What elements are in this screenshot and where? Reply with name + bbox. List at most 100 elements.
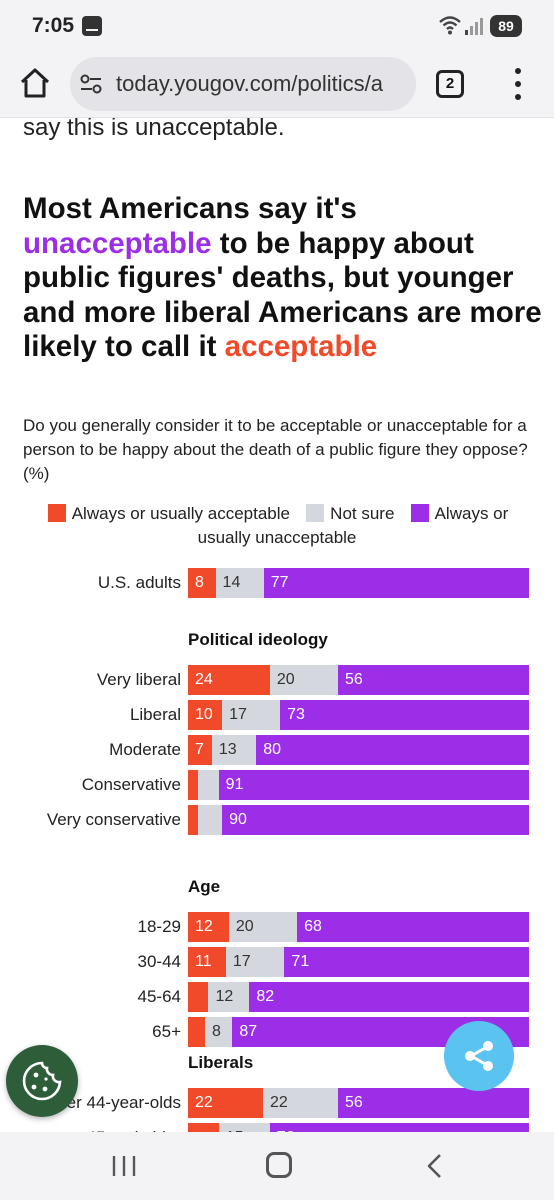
bar-label: 45-64 — [137, 987, 181, 1006]
survey-question: Do you generally consider it to be accep… — [23, 416, 528, 483]
share-icon — [465, 1041, 493, 1071]
url-text: today.yougov.com/politics/a — [116, 71, 383, 96]
legend-swatch-not-sure — [306, 504, 325, 522]
back-icon[interactable] — [424, 1152, 444, 1180]
bar-segment-acceptable — [188, 1123, 219, 1132]
share-button[interactable] — [444, 1021, 514, 1091]
bar-segment-not-sure — [198, 805, 223, 835]
bar-label: 65+ — [152, 1022, 181, 1041]
stacked-bar-chart: U.S. adults 8 14 77 Political ideology Very l… — [0, 118, 554, 1132]
legend-label-unacceptable: Always or usually unacceptable — [197, 504, 509, 547]
section-title: Liberals — [188, 1053, 254, 1072]
notification-icon — [82, 16, 102, 36]
bar-segment-not-sure: 17 — [225, 947, 285, 977]
bar-segment-acceptable: 24 — [188, 665, 270, 695]
bar-segment-unacceptable: 91 — [218, 770, 529, 800]
battery-indicator: 89 — [490, 15, 522, 37]
cookie-settings-button[interactable] — [6, 1045, 78, 1117]
bar-label: U.S. adults — [97, 573, 181, 592]
bar-segment-acceptable — [188, 770, 199, 800]
chart-legend: Always or usually acceptable Not sure Al… — [20, 502, 534, 550]
more-menu-icon[interactable] — [508, 68, 528, 100]
bar-segment-not-sure: 12 — [208, 982, 250, 1012]
bar-segment-acceptable: 8 — [188, 568, 216, 598]
bar-segment-acceptable — [188, 982, 209, 1012]
legend-item-not-sure: Not sure — [304, 504, 394, 523]
bar-segment-acceptable: 11 — [188, 947, 226, 977]
bar-segment-unacceptable: 71 — [284, 947, 529, 977]
bar-segment-acceptable: 10 — [188, 700, 223, 730]
bar-segment-not-sure: 20 — [228, 912, 298, 942]
tab-switcher-button[interactable]: 2 — [436, 70, 464, 98]
bar-segment-unacceptable: 56 — [338, 665, 529, 695]
bar-segment-acceptable: 22 — [188, 1088, 264, 1118]
status-bar: 7:05 89 — [0, 0, 554, 52]
stacked-bar: 10 17 73 — [188, 700, 529, 730]
bar-segment-not-sure: 17 — [222, 700, 281, 730]
bar-segment-unacceptable: 82 — [249, 982, 529, 1012]
stacked-bar: 91 — [188, 770, 529, 800]
headline-highlight-acceptable: acceptable — [224, 330, 378, 363]
bar-segment-acceptable — [188, 805, 199, 835]
bar-label: 30-44 — [137, 952, 181, 971]
stacked-bar: 7 13 80 — [188, 735, 529, 765]
bar-label: Moderate — [109, 740, 181, 759]
home-icon[interactable] — [18, 66, 52, 100]
bar-segment-unacceptable: 68 — [297, 912, 529, 942]
bar-segment-acceptable: 7 — [188, 735, 212, 765]
bar-label: Conservative — [81, 775, 181, 794]
bar-segment-not-sure: 20 — [269, 665, 339, 695]
headline-part1: Most Americans say it's — [23, 192, 357, 225]
stacked-bar: 12 20 68 — [188, 912, 529, 942]
bar-label: Liberal — [129, 705, 181, 724]
bar-segment-unacceptable: 73 — [280, 700, 529, 730]
section-title: Political ideology — [188, 630, 328, 649]
legend-item-unacceptable: Always or usually unacceptable — [197, 504, 509, 547]
stacked-bar: 12 82 — [188, 982, 529, 1012]
bar-label: Very conservative — [46, 810, 181, 829]
page-content: say this is unacceptable. Most Americans… — [0, 118, 554, 1132]
headline-highlight-unacceptable: unacceptable — [23, 226, 212, 260]
site-settings-icon[interactable] — [80, 74, 102, 94]
status-time: 7:05 — [32, 14, 75, 37]
bar-segment-unacceptable: 80 — [256, 735, 529, 765]
section-title: Age — [188, 877, 221, 896]
legend-label-acceptable: Always or usually acceptable — [71, 504, 290, 523]
bar-segment-not-sure — [198, 770, 219, 800]
headline-part2: to be happy about public figures' deaths… — [23, 226, 542, 364]
cookie-icon — [22, 1061, 62, 1101]
bar-segment-unacceptable: 56 — [338, 1088, 529, 1118]
stacked-bar: 90 — [188, 805, 529, 835]
nav-home-icon[interactable] — [266, 1152, 292, 1178]
legend-swatch-unacceptable — [410, 504, 429, 522]
legend-label-not-sure: Not sure — [330, 504, 395, 523]
legend-item-acceptable: Always or usually acceptable — [46, 504, 290, 523]
signal-icon — [465, 18, 483, 35]
bar-segment-not-sure: 13 — [211, 735, 257, 765]
stacked-bar: 8 14 77 — [188, 568, 529, 598]
wifi-icon — [439, 16, 461, 35]
bar-segment-not-sure: 15 — [218, 1123, 270, 1132]
address-bar[interactable]: today.yougov.com/politics/a — [70, 57, 416, 111]
legend-swatch-acceptable — [47, 504, 66, 522]
stacked-bar: 1576 — [188, 1123, 529, 1132]
bar-segment-not-sure: 8 — [205, 1017, 233, 1047]
previous-paragraph: say this is unacceptable. — [23, 118, 285, 141]
bar-segment-acceptable — [188, 1017, 206, 1047]
bar-label: 18-29 — [137, 917, 181, 936]
bar-segment-unacceptable: 76 — [269, 1123, 529, 1132]
chart-headline: Most Americans say it's unacceptable to … — [23, 192, 543, 365]
bar-segment-not-sure: 14 — [215, 568, 264, 598]
browser-toolbar: today.yougov.com/politics/a 2 — [0, 52, 554, 118]
stacked-bar: 22 22 56 — [188, 1088, 529, 1118]
bar-label: 45 and older — [0, 1128, 181, 1132]
stacked-bar: 11 17 71 — [188, 947, 529, 977]
bar-segment-acceptable: 12 — [188, 912, 229, 942]
recent-apps-icon[interactable] — [110, 1154, 138, 1178]
stacked-bar: 24 20 56 — [188, 665, 529, 695]
bar-segment-unacceptable: 90 — [222, 805, 529, 835]
bar-segment-unacceptable: 77 — [263, 568, 529, 598]
bar-label: Very liberal — [96, 670, 181, 689]
bar-segment-not-sure: 22 — [263, 1088, 339, 1118]
system-nav-bar — [0, 1132, 554, 1200]
